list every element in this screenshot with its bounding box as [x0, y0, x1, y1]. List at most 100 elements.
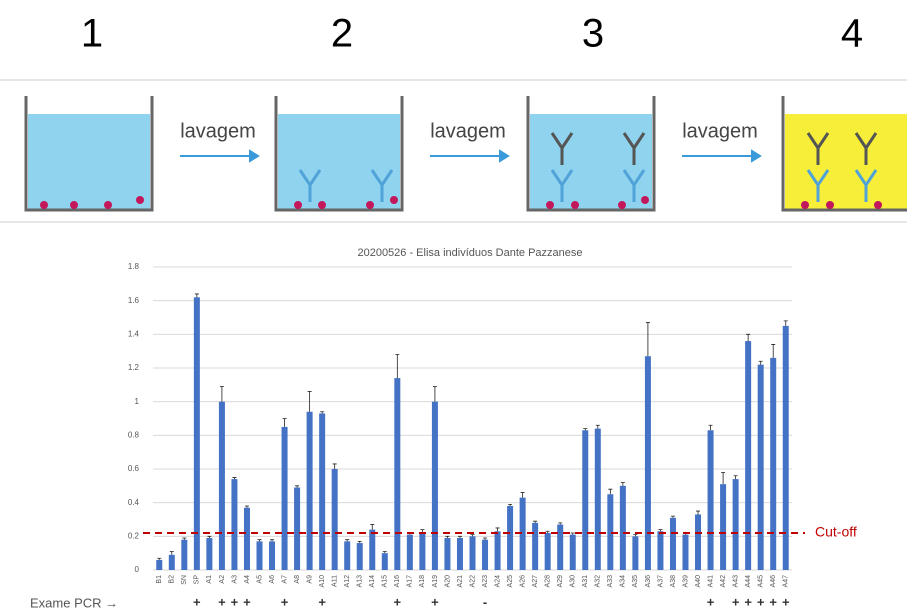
y-tick-label: 0.2	[128, 531, 140, 540]
x-tick-label: A42	[720, 575, 727, 588]
error-bar	[282, 418, 287, 427]
x-tick-label: SP	[194, 575, 201, 585]
bar	[770, 357, 777, 570]
error-bar	[382, 551, 387, 554]
x-tick-label: A36	[645, 575, 652, 588]
x-tick-label: A15	[382, 575, 389, 588]
bar	[193, 297, 200, 570]
error-bar	[645, 322, 650, 357]
bar	[669, 517, 676, 570]
error-bar	[545, 530, 550, 533]
pcr-mark: +	[281, 594, 289, 609]
steps-diagram: 1 2 3 4 lavagem lavagem lavagem	[0, 12, 907, 223]
bar	[695, 514, 702, 570]
bar	[582, 430, 589, 570]
pcr-mark: +	[318, 594, 326, 609]
y-tick-label: 0.8	[128, 430, 140, 439]
x-tick-label: A11	[332, 575, 339, 587]
x-tick-label: A35	[632, 575, 639, 588]
pcr-mark: +	[757, 594, 765, 609]
x-tick-label: A3	[231, 575, 238, 584]
bar	[632, 536, 639, 570]
pcr-label: Exame PCR →	[30, 595, 118, 610]
bar	[557, 524, 564, 570]
error-bar	[508, 503, 513, 507]
cutoff-label: Cut-off	[815, 524, 857, 540]
error-bar	[332, 463, 337, 469]
error-bar	[633, 534, 638, 537]
bar	[544, 532, 551, 570]
y-tick-label: 1.2	[128, 363, 140, 372]
x-tick-label: SN	[181, 575, 188, 585]
error-bar	[270, 539, 275, 542]
y-tick-label: 1	[135, 397, 140, 406]
wash-label: lavagem	[682, 120, 758, 142]
step-number: 3	[582, 12, 604, 56]
x-tick-label: B1	[156, 575, 163, 584]
error-bar	[771, 344, 776, 358]
pcr-mark: +	[732, 594, 740, 609]
error-bar	[696, 510, 701, 515]
bar	[532, 522, 539, 570]
x-tick-label: A38	[670, 575, 677, 588]
pcr-mark: +	[744, 594, 752, 609]
x-tick-label: A9	[306, 575, 313, 584]
error-bar	[320, 411, 325, 414]
y-tick-label: 1.4	[128, 329, 140, 338]
bar	[294, 487, 301, 570]
x-tick-label: A17	[407, 575, 414, 588]
bar	[494, 531, 501, 570]
error-bar	[483, 537, 488, 540]
bar	[431, 401, 438, 570]
x-tick-label: A41	[707, 575, 714, 588]
error-bar	[432, 386, 437, 402]
bar	[281, 426, 288, 570]
pcr-mark: +	[218, 594, 226, 609]
error-bar	[257, 539, 262, 542]
wash-label: lavagem	[180, 120, 256, 142]
bar	[720, 484, 727, 570]
error-bar	[445, 535, 450, 539]
x-tick-label: A1	[206, 575, 213, 584]
bar	[469, 536, 476, 570]
bar	[456, 538, 463, 570]
bar	[243, 507, 250, 570]
error-bar	[495, 527, 500, 532]
bar	[682, 534, 689, 570]
bar	[269, 541, 276, 570]
x-tick-label: A43	[732, 575, 739, 588]
pcr-mark: +	[243, 594, 251, 609]
x-tick-label: A16	[394, 575, 401, 588]
bar	[757, 364, 764, 570]
error-bar	[345, 539, 350, 542]
x-tick-label: A5	[256, 575, 263, 584]
bar	[331, 469, 338, 570]
x-tick-label: A28	[545, 575, 552, 588]
bar	[369, 529, 376, 570]
error-bar	[570, 532, 575, 535]
x-tick-label: A19	[432, 575, 439, 588]
step-number: 2	[331, 12, 353, 56]
error-bar	[758, 360, 763, 365]
x-tick-label: A34	[620, 575, 627, 588]
bar	[657, 531, 664, 570]
error-bar	[357, 540, 362, 544]
pcr-mark: +	[231, 594, 239, 609]
chart-title: 20200526 - Elisa indivíduos Dante Pazzan…	[357, 247, 582, 259]
y-tick-label: 0	[135, 565, 140, 574]
bar	[168, 554, 175, 570]
bar	[419, 532, 426, 570]
bar	[594, 428, 601, 570]
x-tick-label: A47	[783, 575, 790, 588]
bar	[444, 538, 451, 570]
pcr-mark: +	[782, 594, 790, 609]
error-bar	[658, 529, 663, 532]
error-bar	[194, 293, 199, 298]
error-bar	[670, 515, 675, 518]
wash-label: lavagem	[430, 120, 506, 142]
error-bar	[219, 386, 224, 402]
bar	[707, 430, 714, 570]
x-tick-label: A40	[695, 575, 702, 588]
x-tick-label: A24	[494, 575, 501, 588]
